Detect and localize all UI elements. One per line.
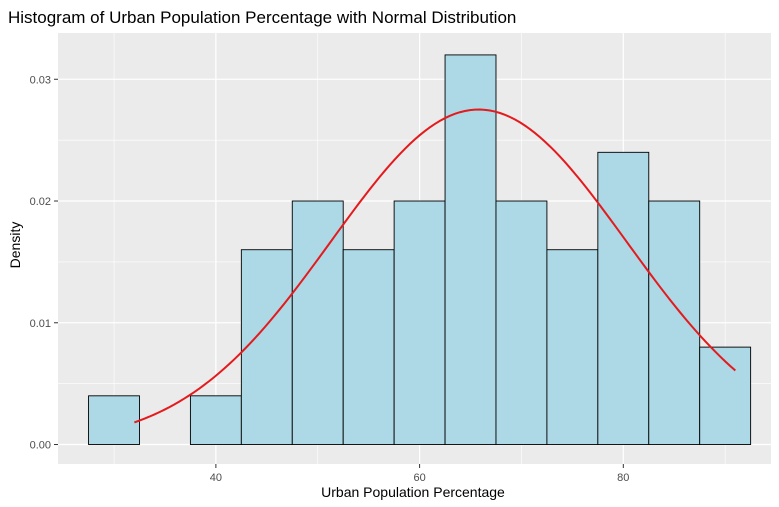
histogram-bar (189, 395, 242, 445)
x-axis: 40 60 80 (210, 464, 629, 484)
histogram-bars (88, 54, 752, 445)
x-tick-label: 60 (413, 472, 425, 484)
x-tick-label: 80 (617, 472, 629, 484)
histogram-bar (291, 200, 344, 445)
histogram-bar (342, 249, 395, 445)
y-tick-label: 0.01 (30, 318, 51, 330)
x-axis-title: Urban Population Percentage (321, 484, 505, 500)
x-tick-label: 40 (210, 472, 222, 484)
histogram-bar (88, 395, 140, 445)
histogram-bar (393, 200, 446, 445)
y-axis: 0.00 0.01 0.02 0.03 (30, 74, 58, 452)
histogram-bar (495, 200, 548, 445)
y-tick-label: 0.00 (30, 440, 51, 452)
histogram-bar (546, 249, 599, 445)
histogram-bar (240, 249, 293, 445)
histogram-bar (444, 54, 497, 445)
y-tick-label: 0.03 (30, 74, 51, 86)
histogram-bar (699, 346, 752, 445)
y-axis-title: Density (7, 222, 23, 269)
chart-title: Histogram of Urban Population Percentage… (8, 8, 516, 27)
histogram-bar (597, 151, 650, 445)
histogram-bar (648, 200, 701, 445)
y-tick-label: 0.02 (30, 196, 51, 208)
normal-distribution-curve (134, 108, 737, 424)
